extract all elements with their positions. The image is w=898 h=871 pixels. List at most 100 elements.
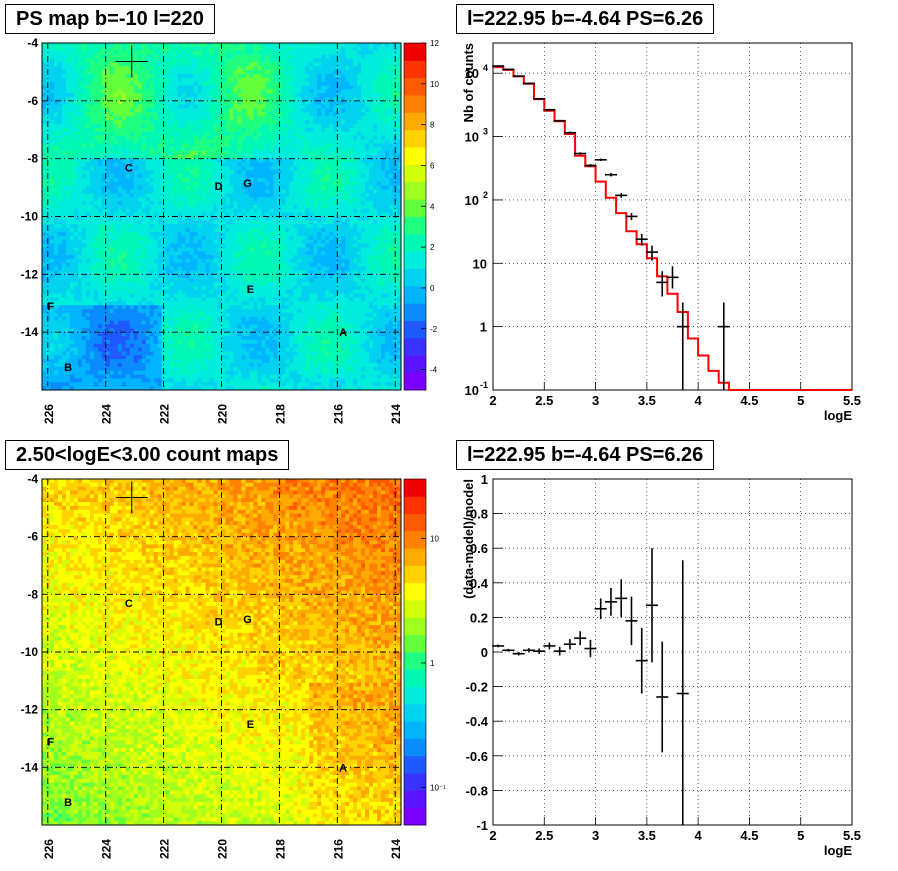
heatmap-cell	[165, 339, 170, 345]
heatmap-cell	[49, 208, 55, 213]
heatmap-cell	[189, 104, 194, 109]
heatmap-cell	[217, 93, 222, 98]
heatmap-cell	[157, 185, 163, 190]
heatmap-cell	[45, 243, 51, 248]
heatmap-cell	[221, 285, 226, 291]
heatmap-cell	[197, 239, 202, 244]
heatmap-cell	[53, 251, 59, 256]
heatmap-cell	[229, 316, 234, 321]
heatmap-cell	[249, 324, 254, 329]
heatmap-cell	[169, 177, 174, 183]
heatmap-cell	[213, 216, 218, 221]
heatmap-cell	[89, 220, 95, 225]
heatmap-cell	[141, 270, 147, 275]
heatmap-cell	[97, 359, 103, 364]
heatmap-cell	[85, 255, 91, 260]
heatmap-cell	[245, 289, 250, 294]
heatmap-cell	[101, 197, 107, 202]
heatmap-cell	[61, 363, 67, 368]
heatmap-cell	[253, 174, 258, 179]
heatmap-cell	[193, 374, 198, 379]
heatmap-cell	[101, 193, 107, 198]
heatmap-cell	[221, 224, 226, 229]
heatmap-cell	[189, 100, 194, 106]
heatmap-cell	[77, 370, 83, 375]
heatmap-cell	[245, 370, 250, 375]
heatmap-cell	[73, 150, 79, 156]
heatmap-cell	[153, 251, 159, 256]
heatmap-cell	[229, 343, 234, 348]
heatmap-cell	[237, 139, 242, 144]
heatmap-cell	[89, 224, 95, 229]
heatmap-cell	[225, 89, 230, 94]
heatmap-cell	[161, 66, 167, 71]
heatmap-cell	[42, 343, 47, 348]
heatmap-cell	[133, 270, 139, 275]
heatmap-cell	[105, 382, 111, 387]
heatmap-cell	[53, 374, 59, 379]
heatmap-cell	[149, 258, 155, 264]
heatmap-cell	[113, 316, 119, 321]
heatmap-cell	[165, 131, 170, 136]
heatmap-cell	[42, 150, 47, 156]
heatmap-cell	[181, 89, 186, 94]
heatmap-cell	[229, 270, 234, 275]
heatmap-cell	[81, 370, 87, 375]
heatmap-cell	[181, 312, 186, 318]
heatmap-cell	[121, 212, 127, 217]
heatmap-cell	[81, 363, 87, 368]
heatmap-cell	[117, 347, 123, 352]
heatmap-cell	[165, 305, 170, 310]
heatmap-cell	[125, 228, 131, 233]
heatmap-cell	[149, 43, 155, 48]
heatmap-cell	[245, 231, 250, 237]
heatmap-cell	[149, 104, 155, 109]
heatmap-cell	[57, 312, 63, 318]
heatmap-cell	[193, 324, 198, 329]
heatmap-cell	[141, 378, 147, 383]
heatmap-cell	[125, 81, 131, 86]
heatmap-cell	[253, 332, 258, 337]
heatmap-cell	[209, 69, 214, 75]
heatmap-cell	[169, 347, 174, 352]
heatmap-cell	[221, 204, 226, 210]
heatmap-cell	[125, 162, 131, 167]
heatmap-cell	[145, 255, 151, 260]
heatmap-cell	[73, 370, 79, 375]
heatmap-cell	[177, 174, 182, 179]
heatmap-cell	[229, 351, 234, 356]
heatmap-cell	[97, 50, 103, 55]
heatmap-cell	[245, 239, 250, 244]
heatmap-cell	[233, 100, 238, 106]
heatmap-cell	[253, 343, 258, 348]
heatmap-cell	[233, 189, 238, 194]
heatmap-cell	[229, 96, 234, 102]
heatmap-cell	[133, 293, 139, 298]
heatmap-cell	[201, 355, 206, 360]
heatmap-cell	[193, 386, 198, 391]
heatmap-cell	[141, 46, 147, 52]
heatmap-cell	[125, 108, 131, 113]
heatmap-cell	[225, 243, 230, 248]
heatmap-cell	[57, 301, 63, 306]
heatmap-cell	[145, 339, 151, 345]
heatmap-cell	[141, 231, 147, 237]
heatmap-cell	[237, 158, 242, 163]
heatmap-cell	[257, 355, 262, 360]
heatmap-cell	[193, 127, 198, 133]
heatmap-cell	[85, 351, 91, 356]
heatmap-cell	[205, 359, 210, 364]
heatmap-cell	[133, 73, 139, 79]
heatmap-cell	[42, 181, 47, 187]
heatmap-cell	[113, 166, 119, 171]
heatmap-cell	[81, 305, 87, 310]
heatmap-cell	[77, 332, 83, 337]
heatmap-cell	[42, 123, 47, 129]
heatmap-cell	[173, 285, 178, 291]
heatmap-cell	[193, 154, 198, 160]
heatmap-cell	[209, 301, 214, 306]
heatmap-cell	[153, 366, 159, 372]
heatmap-cell	[121, 54, 127, 59]
heatmap-cell	[97, 301, 103, 306]
